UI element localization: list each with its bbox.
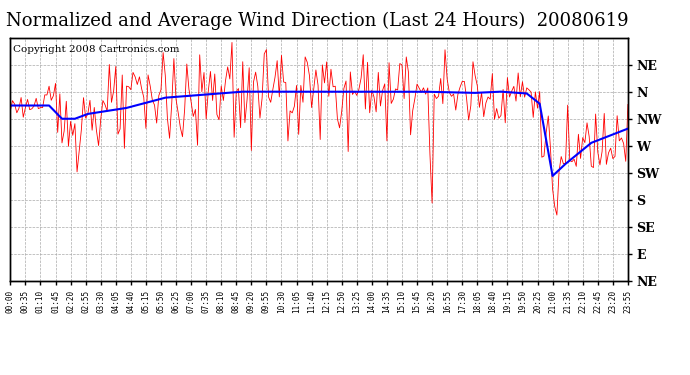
Text: Copyright 2008 Cartronics.com: Copyright 2008 Cartronics.com [13, 45, 180, 54]
Text: Normalized and Average Wind Direction (Last 24 Hours)  20080619: Normalized and Average Wind Direction (L… [6, 11, 629, 30]
